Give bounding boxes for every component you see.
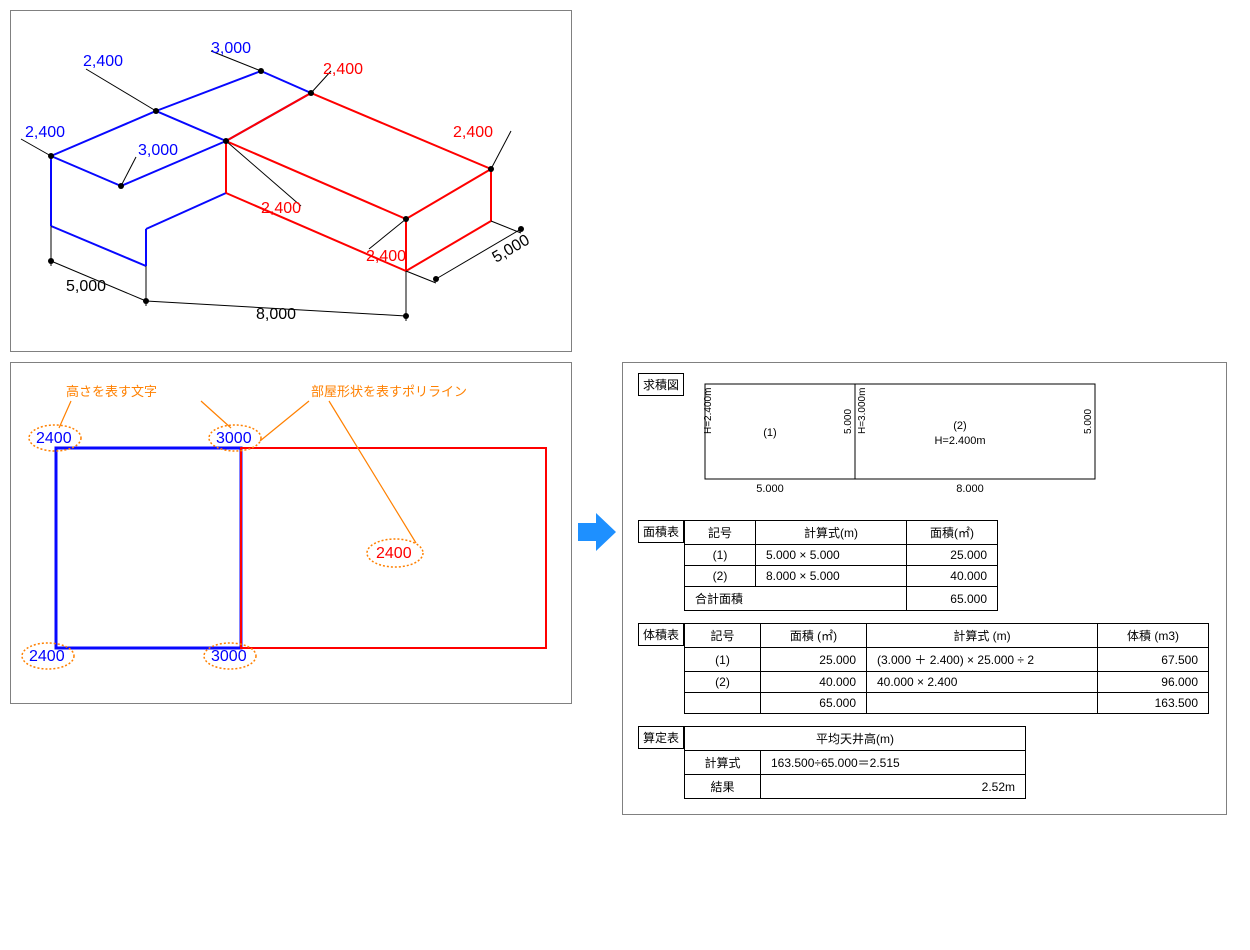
diag-room2-w: 8.000 bbox=[956, 483, 984, 495]
vol-total-area: 65.000 bbox=[761, 693, 867, 714]
area-r1c1: 8.000 × 5.000 bbox=[756, 566, 907, 587]
vol-r0c3: 67.500 bbox=[1098, 648, 1209, 672]
callout-polyline-label: 部屋形状を表すポリライン bbox=[311, 384, 467, 399]
dim-red-h4: 2,400 bbox=[453, 124, 493, 141]
dim-blue-h1: 2,400 bbox=[25, 124, 65, 141]
section-diagram: 求積図 (1) (2) H=2.400m H=2.400m 5.000 H=3.… bbox=[638, 373, 1211, 508]
calc-result: 2.52m bbox=[761, 775, 1026, 799]
area-total-label: 合計面積 bbox=[685, 587, 907, 611]
section-label-area: 面積表 bbox=[638, 520, 684, 543]
diag-room1-h: H=2.400m bbox=[703, 388, 714, 434]
vol-r0c2: (3.000 ＋ 2.400) × 25.000 ÷ 2 bbox=[867, 648, 1098, 672]
area-hdr-2: 面積(㎡) bbox=[907, 521, 998, 545]
area-diagram-svg: (1) (2) H=2.400m H=2.400m 5.000 H=3.000m… bbox=[684, 373, 1116, 505]
dim-blue-h2: 2,400 bbox=[83, 53, 123, 70]
diag-room1-d: 5.000 bbox=[843, 409, 854, 434]
blue-room-outline bbox=[56, 448, 241, 648]
height-leaders bbox=[21, 51, 511, 249]
vol-hdr-0: 記号 bbox=[685, 624, 761, 648]
callout-height-label: 高さを表す文字 bbox=[66, 384, 157, 399]
arrow-column bbox=[572, 362, 622, 702]
volume-table: 記号 面積 (㎡) 計算式 (m) 体積 (m3) (1) 25.000 (3.… bbox=[684, 623, 1209, 714]
plan-svg: 2400 3000 2400 3000 2400 高さを表す文字 bbox=[11, 363, 571, 703]
dim-red-h2: 2,400 bbox=[261, 200, 301, 217]
dim-base-1: 5,000 bbox=[66, 278, 106, 295]
area-r1c0: (2) bbox=[685, 566, 756, 587]
arrow-icon bbox=[576, 511, 618, 553]
dim-blue-h4: 3,000 bbox=[211, 40, 251, 57]
diag-room2-d: 5.000 bbox=[1083, 409, 1094, 434]
vol-r1c3: 96.000 bbox=[1098, 672, 1209, 693]
blue-prism bbox=[51, 71, 311, 266]
vol-r1c2: 40.000 × 2.400 bbox=[867, 672, 1098, 693]
calc-hdr: 平均天井高(m) bbox=[685, 727, 1026, 751]
area-hdr-0: 記号 bbox=[685, 521, 756, 545]
vol-hdr-2: 計算式 (m) bbox=[867, 624, 1098, 648]
panel-3d-drawing: 2,400 2,400 3,000 3,000 2,400 2,400 2,40… bbox=[10, 10, 572, 352]
area-total-value: 65.000 bbox=[907, 587, 998, 611]
diag-room2-h: H=2.400m bbox=[934, 435, 985, 447]
area-r0c1: 5.000 × 5.000 bbox=[756, 545, 907, 566]
section-label-calc: 算定表 bbox=[638, 726, 684, 749]
dim-blue-h3: 3,000 bbox=[138, 142, 178, 159]
vol-hdr-1: 面積 (㎡) bbox=[761, 624, 867, 648]
plan-h-br: 3000 bbox=[211, 648, 247, 665]
area-table: 記号 計算式(m) 面積(㎡) (1) 5.000 × 5.000 25.000… bbox=[684, 520, 998, 611]
dim-base-2: 8,000 bbox=[256, 306, 296, 323]
vol-r0c1: 25.000 bbox=[761, 648, 867, 672]
dim-red-h1: 2,400 bbox=[323, 61, 363, 78]
panel-calculation-tables: 求積図 (1) (2) H=2.400m H=2.400m 5.000 H=3.… bbox=[622, 362, 1227, 815]
plan-h-red: 2400 bbox=[376, 545, 412, 562]
plan-h-tl: 2400 bbox=[36, 430, 72, 447]
area-hdr-1: 計算式(m) bbox=[756, 521, 907, 545]
dim-base-3: 5,000 bbox=[490, 232, 533, 267]
vol-r0c0: (1) bbox=[685, 648, 761, 672]
diag-mid-h: H=3.000m bbox=[857, 388, 868, 434]
section-volume: 体積表 記号 面積 (㎡) 計算式 (m) 体積 (m3) (1) 25.000… bbox=[638, 623, 1211, 714]
calc-result-label: 結果 bbox=[685, 775, 761, 799]
diag-room1-w: 5.000 bbox=[756, 483, 784, 495]
area-r1c2: 40.000 bbox=[907, 566, 998, 587]
orange-callout-circles bbox=[22, 425, 423, 669]
section-calc: 算定表 平均天井高(m) 計算式 163.500÷65.000＝2.515 結果… bbox=[638, 726, 1211, 799]
iso-drawing-svg: 2,400 2,400 3,000 3,000 2,400 2,400 2,40… bbox=[11, 11, 571, 351]
dim-red-h3: 2,400 bbox=[366, 248, 406, 265]
vol-hdr-3: 体積 (m3) bbox=[1098, 624, 1209, 648]
calc-table: 平均天井高(m) 計算式 163.500÷65.000＝2.515 結果 2.5… bbox=[684, 726, 1026, 799]
section-label-diagram: 求積図 bbox=[638, 373, 684, 396]
area-r0c2: 25.000 bbox=[907, 545, 998, 566]
section-area: 面積表 記号 計算式(m) 面積(㎡) (1) 5.000 × 5.000 25… bbox=[638, 520, 1211, 611]
diag-room1-label: (1) bbox=[763, 427, 776, 439]
red-prism bbox=[226, 93, 491, 271]
plan-h-tr: 3000 bbox=[216, 430, 252, 447]
vol-r1c0: (2) bbox=[685, 672, 761, 693]
plan-h-bl: 2400 bbox=[29, 648, 65, 665]
section-label-volume: 体積表 bbox=[638, 623, 684, 646]
diag-room2-label: (2) bbox=[953, 420, 966, 432]
calc-formula-label: 計算式 bbox=[685, 751, 761, 775]
calc-formula: 163.500÷65.000＝2.515 bbox=[761, 751, 1026, 775]
panel-plan-drawing: 2400 3000 2400 3000 2400 高さを表す文字 bbox=[10, 362, 572, 704]
vol-total-vol: 163.500 bbox=[1098, 693, 1209, 714]
vol-r1c1: 40.000 bbox=[761, 672, 867, 693]
area-r0c0: (1) bbox=[685, 545, 756, 566]
orange-callout-lines bbox=[59, 401, 416, 543]
